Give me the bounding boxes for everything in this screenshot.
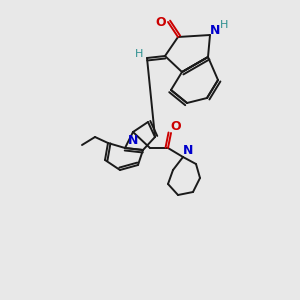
- Text: N: N: [183, 145, 193, 158]
- Text: N: N: [128, 134, 138, 146]
- Text: H: H: [220, 20, 228, 30]
- Text: O: O: [171, 121, 181, 134]
- Text: N: N: [210, 23, 220, 37]
- Text: O: O: [156, 16, 166, 28]
- Text: H: H: [135, 49, 143, 59]
